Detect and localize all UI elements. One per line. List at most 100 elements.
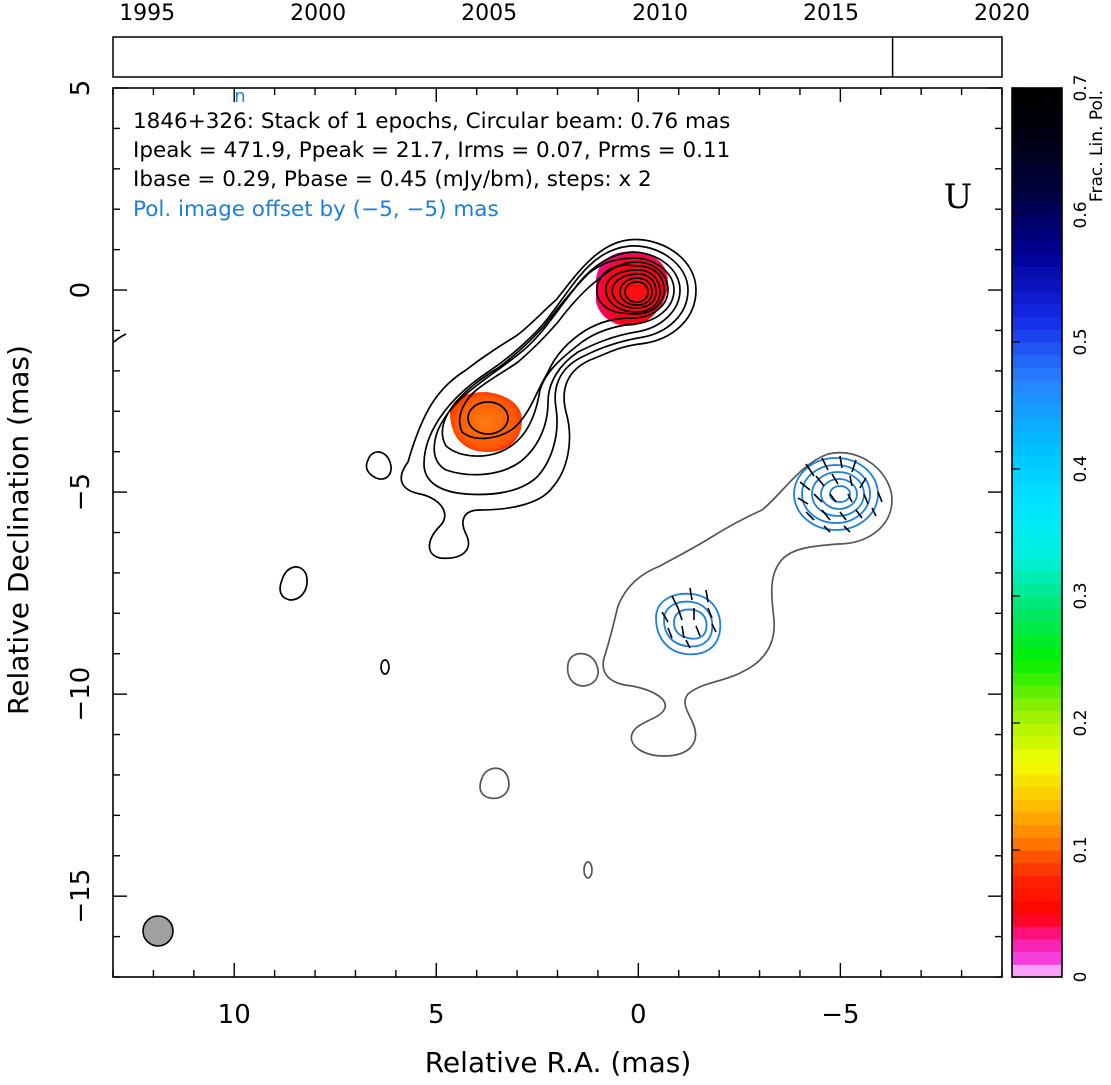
colorbar-cell — [1012, 380, 1062, 394]
colorbar-cell — [1012, 888, 1062, 902]
pol-offset-contours — [479, 451, 893, 879]
colorbar-cell — [1012, 113, 1062, 127]
isolated-contour-1 — [365, 451, 392, 480]
epoch-timeline: 1995 2000 2005 2010 2015 2020 — [112, 1, 1030, 78]
x-tick-label: −5 — [821, 1000, 859, 1030]
colorbar-cell — [1012, 913, 1062, 927]
colorbar-cell — [1012, 469, 1062, 483]
colorbar-cell — [1012, 938, 1062, 953]
colorbar-tick-label: 0.3 — [1071, 582, 1091, 609]
colorbar-cell — [1012, 557, 1062, 572]
colorbar-cell — [1012, 151, 1062, 165]
colorbar-cell — [1012, 88, 1062, 102]
colorbar-cell — [1012, 684, 1062, 699]
colorbar-cell — [1012, 507, 1062, 521]
colorbar-cell — [1012, 342, 1062, 356]
contour-level-8 — [611, 273, 657, 309]
colorbar-cell — [1012, 710, 1062, 724]
colorbar-cell — [1012, 265, 1062, 280]
pol-offset-contour-2 — [566, 652, 599, 687]
colorbar-cell — [1012, 367, 1062, 381]
colorbar-cell — [1012, 875, 1062, 889]
x-tick-label: 10 — [218, 1000, 251, 1030]
colorbar-cell — [1012, 316, 1062, 330]
colorbar-cell — [1012, 596, 1062, 610]
colorbar-cell — [1012, 392, 1062, 407]
colorbar-cell — [1012, 621, 1062, 635]
colorbar-cell — [1012, 570, 1062, 584]
colorbar-cell — [1012, 278, 1062, 292]
colorbar-cell — [1012, 253, 1062, 267]
colorbar-cell — [1012, 215, 1062, 229]
frac-pol-image — [450, 251, 668, 452]
colorbar-cell — [1012, 748, 1062, 762]
y-axis-label: Relative Declination (mas) — [2, 345, 35, 715]
colorbar-tick-label: 0.6 — [1071, 201, 1091, 228]
colorbar-cell — [1012, 164, 1062, 178]
colorbar-cell — [1012, 799, 1062, 813]
colorbar-tick-label: 0.5 — [1071, 328, 1091, 355]
pol-contour-knot-3 — [673, 608, 708, 640]
colorbar-cell — [1012, 443, 1062, 457]
info-line-2: Ipeak = 471.9, Ppeak = 21.7, Irms = 0.07… — [133, 138, 730, 163]
timeline-year-label: 2000 — [290, 1, 346, 26]
colorbar-cell — [1012, 773, 1062, 788]
colorbar-cell — [1012, 786, 1062, 800]
colorbar-cell — [1012, 850, 1062, 864]
contour-level-2 — [423, 245, 689, 496]
knot-inner-contour — [467, 401, 509, 435]
timeline-year-label: 1995 — [119, 1, 175, 26]
colorbar-cell — [1012, 126, 1062, 140]
pol-flux-contours — [655, 457, 879, 656]
y-tick-label: 0 — [66, 282, 96, 299]
colorbar-cell — [1012, 672, 1062, 686]
timeline-year-label: 2005 — [461, 1, 517, 26]
y-tick-label: 5 — [66, 80, 96, 97]
colorbar-tick-label: 0.4 — [1071, 455, 1091, 482]
colorbar-cell — [1012, 583, 1062, 597]
colorbar-tick-label: 0.2 — [1071, 709, 1091, 736]
colorbar-cell — [1012, 100, 1062, 114]
colorbar-cell — [1012, 837, 1062, 851]
pol-offset-contour-4 — [583, 861, 593, 879]
colorbar-cell — [1012, 481, 1062, 495]
y-tick-label: −15 — [66, 869, 96, 924]
knot-pol-blob — [450, 392, 522, 452]
colorbar-cell — [1012, 951, 1062, 965]
x-tick-label: 5 — [428, 1000, 445, 1030]
pol-contour-core-4 — [820, 478, 858, 510]
colorbar-cell — [1012, 176, 1062, 191]
pol-contour-knot-1 — [655, 592, 722, 656]
stokes-i-contours — [113, 238, 697, 675]
contour-level-6 — [596, 264, 665, 315]
colorbar-cell — [1012, 240, 1062, 254]
colorbar-cell — [1012, 646, 1062, 661]
stokes-parameter-label: U — [944, 177, 973, 217]
colorbar-cell — [1012, 723, 1062, 737]
colorbar-cell — [1012, 494, 1062, 508]
colorbar-cell — [1012, 532, 1062, 546]
colorbar-cell — [1012, 735, 1062, 749]
contour-level-10 — [624, 281, 649, 303]
colorbar-frame — [1011, 87, 1063, 978]
contour-level-9 — [619, 277, 653, 306]
contour-level-5 — [458, 261, 669, 440]
colorbar-title: Frac. Lin. Pol. — [1087, 90, 1107, 202]
colorbar-cell — [1012, 545, 1062, 559]
colorbar-cell — [1012, 926, 1062, 940]
colorbar-cell — [1012, 608, 1062, 622]
colorbar-cell — [1012, 761, 1062, 775]
y-tick-label: −5 — [66, 473, 96, 511]
colorbar-cell — [1012, 862, 1062, 876]
y-tick-label: −10 — [66, 667, 96, 722]
info-line-3: Ibase = 0.29, Pbase = 0.45 (mJy/bm), ste… — [133, 167, 652, 192]
colorbar-cell — [1012, 303, 1062, 318]
colorbar-cell — [1012, 138, 1062, 153]
colorbar-cell — [1012, 697, 1062, 711]
timeline-frame — [112, 36, 1003, 78]
colorbar-cell — [1012, 354, 1062, 368]
colorbar-cell — [1012, 291, 1062, 305]
top-edge-tick-fragment: n — [234, 86, 245, 107]
isolated-contour-2 — [279, 566, 308, 601]
